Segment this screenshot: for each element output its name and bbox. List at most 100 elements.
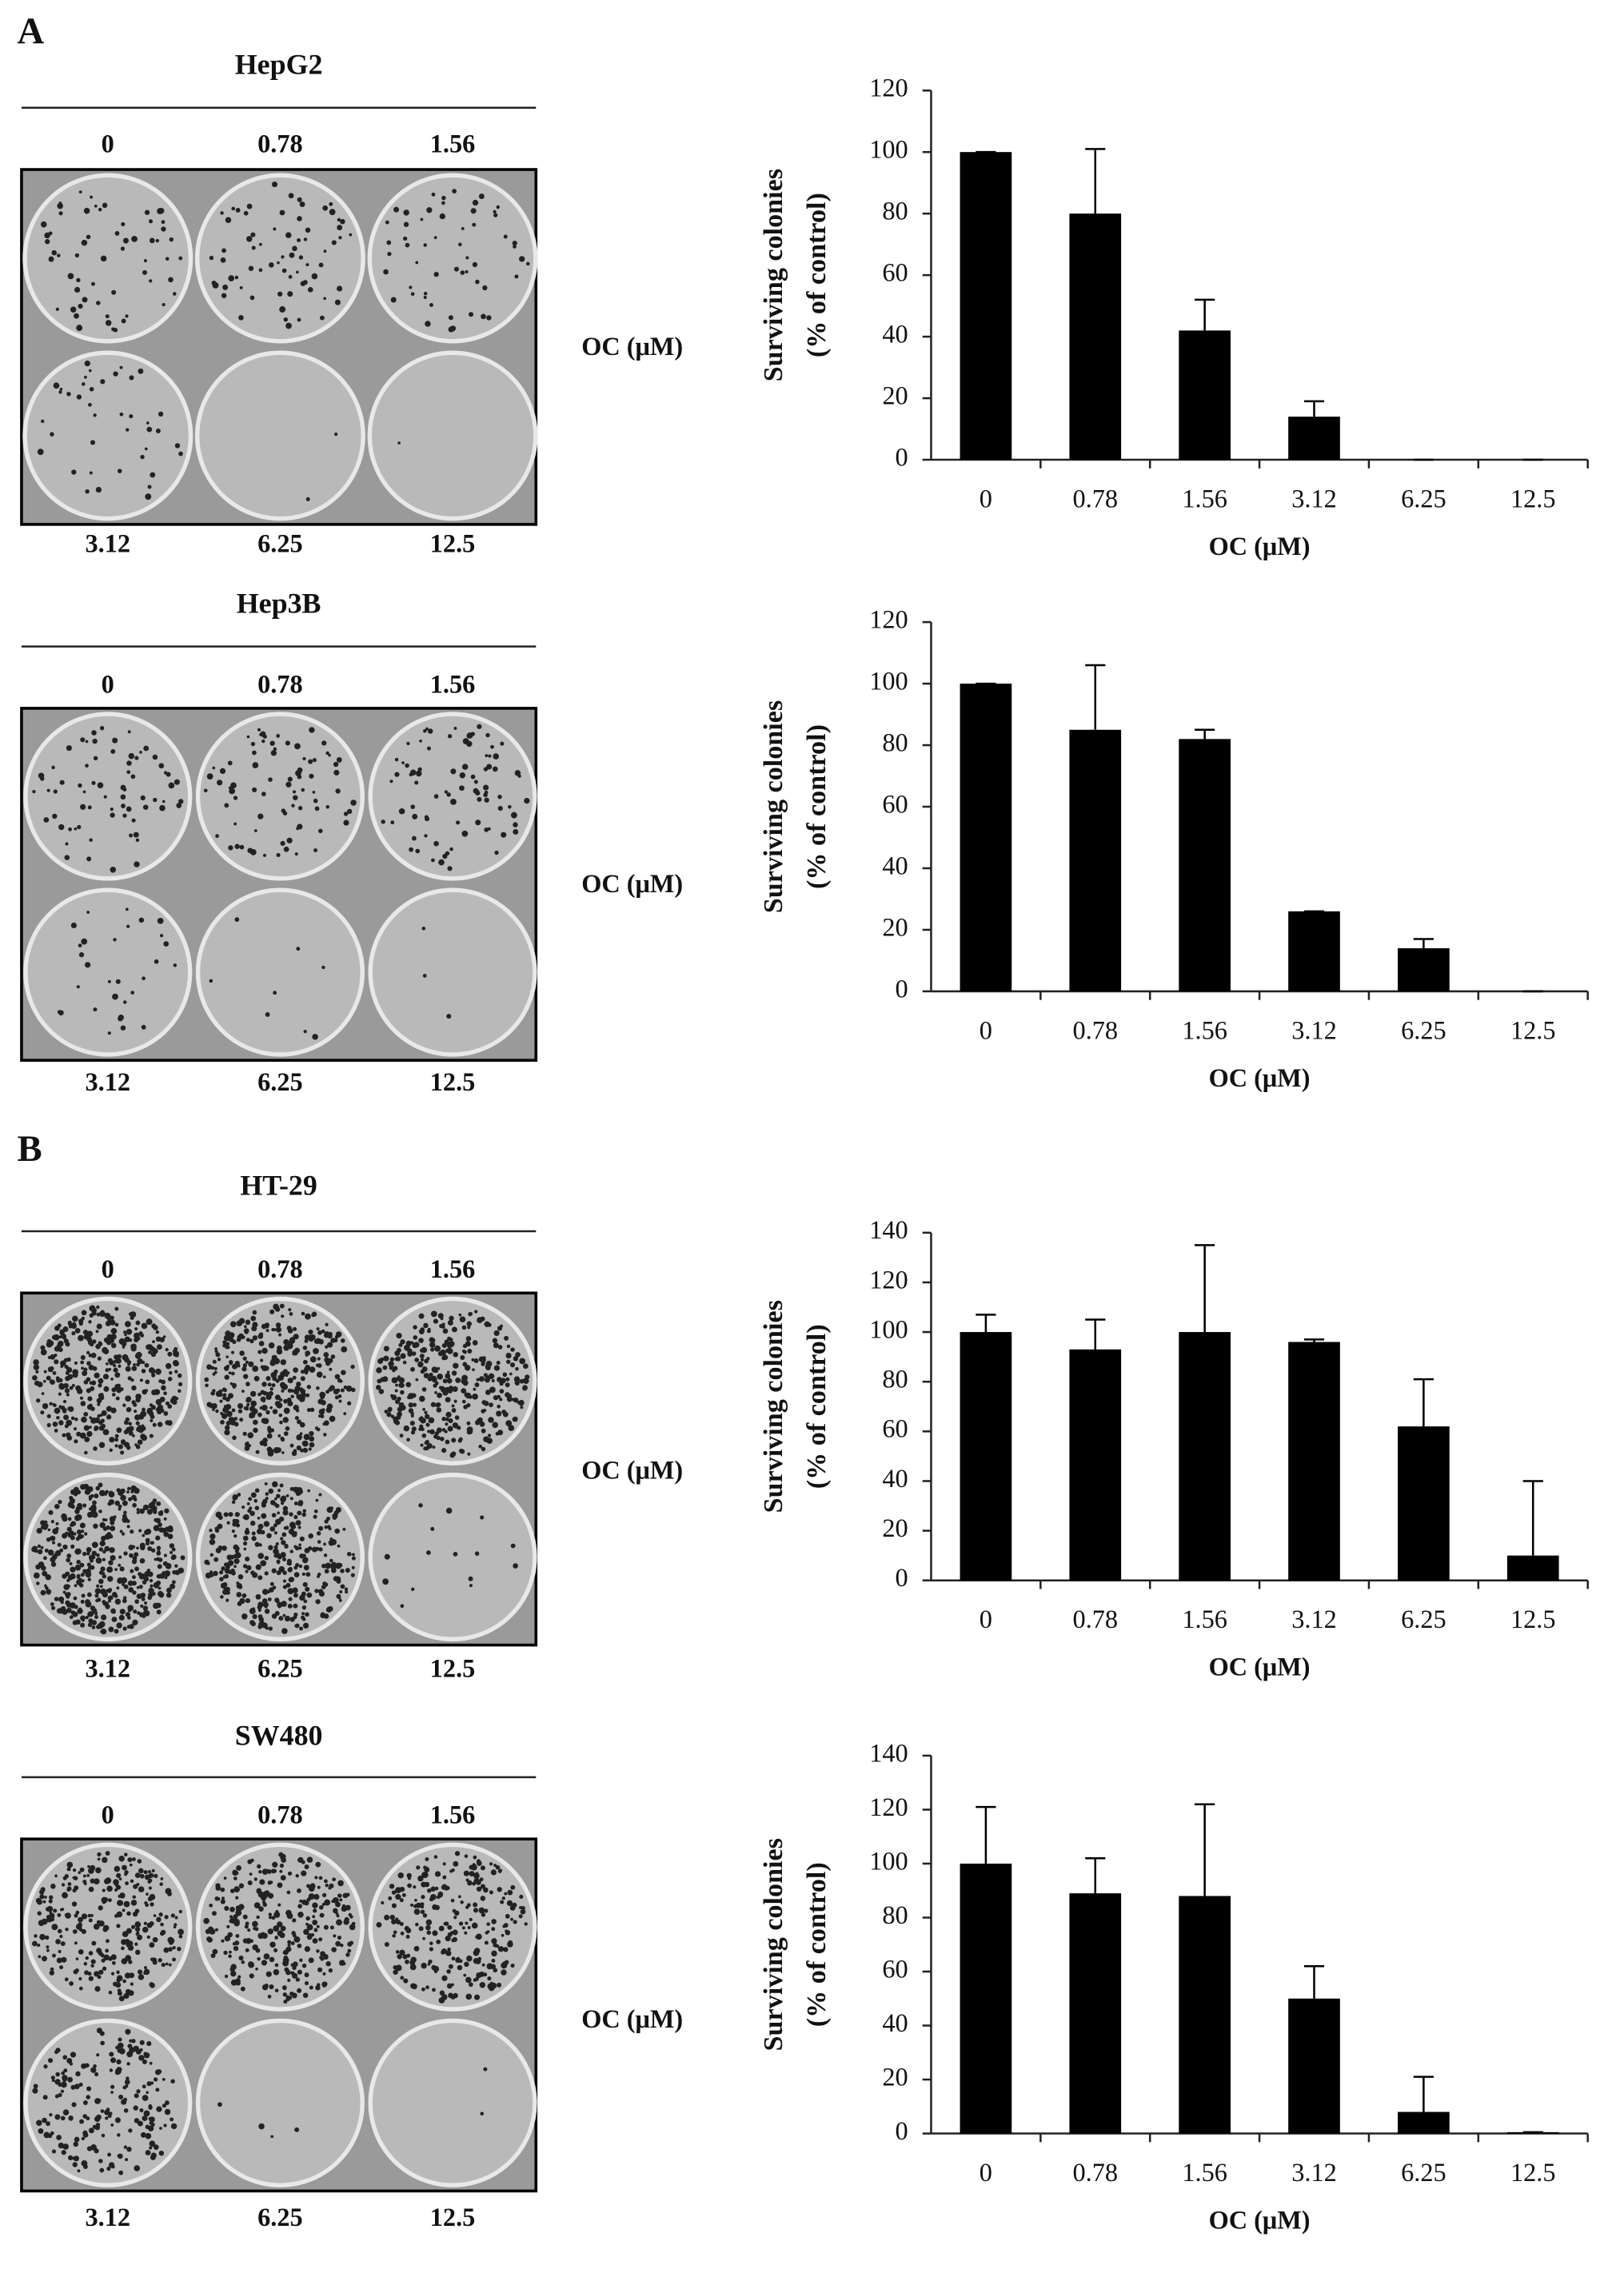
colony <box>475 1879 481 1885</box>
colony <box>281 1853 286 1860</box>
colony <box>94 1986 101 1992</box>
colony <box>110 1525 116 1532</box>
colony <box>256 1915 260 1920</box>
colony <box>129 1553 134 1558</box>
colony <box>288 193 294 199</box>
bar <box>1179 739 1231 991</box>
y-tick-label: 100 <box>869 1314 908 1343</box>
colony <box>414 1358 420 1362</box>
colony <box>490 1964 497 1970</box>
colony <box>434 1369 439 1374</box>
dose-label: 1.56 <box>430 130 476 158</box>
colony <box>58 1499 62 1505</box>
colony <box>135 1421 140 1426</box>
colony <box>505 1352 512 1359</box>
colony <box>221 1566 225 1571</box>
colony <box>223 1334 230 1342</box>
colony <box>151 1868 155 1872</box>
bar <box>1179 1896 1231 2134</box>
colony <box>120 246 126 251</box>
colony <box>510 1543 516 1549</box>
colony <box>399 1922 404 1927</box>
colony <box>236 1865 241 1871</box>
colony <box>268 777 273 782</box>
colony <box>321 1903 325 1906</box>
colony <box>419 740 422 743</box>
colony <box>71 1901 78 1907</box>
colony <box>440 1350 446 1356</box>
colony <box>78 1334 84 1342</box>
colony <box>283 846 289 852</box>
colony <box>227 760 233 766</box>
colony <box>296 1445 301 1450</box>
colony <box>302 280 308 285</box>
colony <box>129 2039 133 2043</box>
colony <box>232 1869 237 1875</box>
colony <box>285 1582 291 1588</box>
colony <box>391 1394 397 1401</box>
colony <box>279 1932 285 1939</box>
colony <box>39 1933 46 1940</box>
colony <box>351 1556 356 1561</box>
colony <box>237 1493 241 1497</box>
colony <box>54 2079 61 2085</box>
colony <box>304 1946 311 1952</box>
colony <box>174 1361 179 1366</box>
colony <box>347 1941 353 1947</box>
colony <box>269 1309 275 1314</box>
colony <box>424 815 429 819</box>
colony <box>270 1428 275 1433</box>
bar <box>1179 330 1231 461</box>
colony <box>152 1422 157 1427</box>
colony <box>257 1412 262 1418</box>
colony <box>92 738 98 744</box>
colony <box>384 1914 390 1920</box>
colony <box>90 1558 94 1563</box>
colony <box>469 1584 473 1588</box>
colony <box>287 1943 291 1948</box>
colony <box>72 1876 76 1880</box>
colony <box>173 1925 177 1929</box>
colony <box>301 1441 306 1446</box>
colony <box>397 1396 401 1402</box>
colony <box>391 1903 397 1908</box>
colony <box>126 2147 132 2152</box>
colony <box>63 2068 68 2073</box>
colony <box>347 808 353 815</box>
colony <box>74 286 81 293</box>
dose-label: 6.25 <box>257 2203 303 2231</box>
colony <box>510 1917 514 1921</box>
colony <box>262 1438 268 1443</box>
colony <box>323 1420 329 1426</box>
colony <box>340 1943 344 1948</box>
colony <box>150 1983 155 1988</box>
colony <box>327 1333 333 1339</box>
colony <box>139 2040 145 2045</box>
dose-label: 1.56 <box>430 1254 476 1283</box>
colony <box>72 1369 79 1376</box>
colony <box>43 1556 47 1561</box>
colony <box>397 1375 401 1379</box>
x-tick-label: 0.78 <box>1072 485 1118 513</box>
colony <box>318 262 324 268</box>
colony <box>312 758 317 763</box>
colony <box>144 1601 148 1605</box>
colony <box>121 1946 125 1951</box>
colony <box>72 1611 78 1617</box>
colony <box>245 1338 250 1342</box>
colony <box>221 1939 225 1943</box>
cell-line-title: Hep3B <box>237 588 321 620</box>
colony <box>48 256 54 262</box>
colony <box>57 202 63 209</box>
colony <box>76 1559 81 1565</box>
colony <box>275 1599 280 1604</box>
colony <box>230 1569 235 1573</box>
colony <box>69 2062 74 2066</box>
colony <box>242 1914 248 1920</box>
colony <box>142 2095 149 2101</box>
colony <box>297 197 302 202</box>
colony <box>512 1417 517 1422</box>
colony <box>273 1497 277 1501</box>
colony <box>100 2109 105 2113</box>
x-tick-label: 0 <box>980 2158 992 2187</box>
